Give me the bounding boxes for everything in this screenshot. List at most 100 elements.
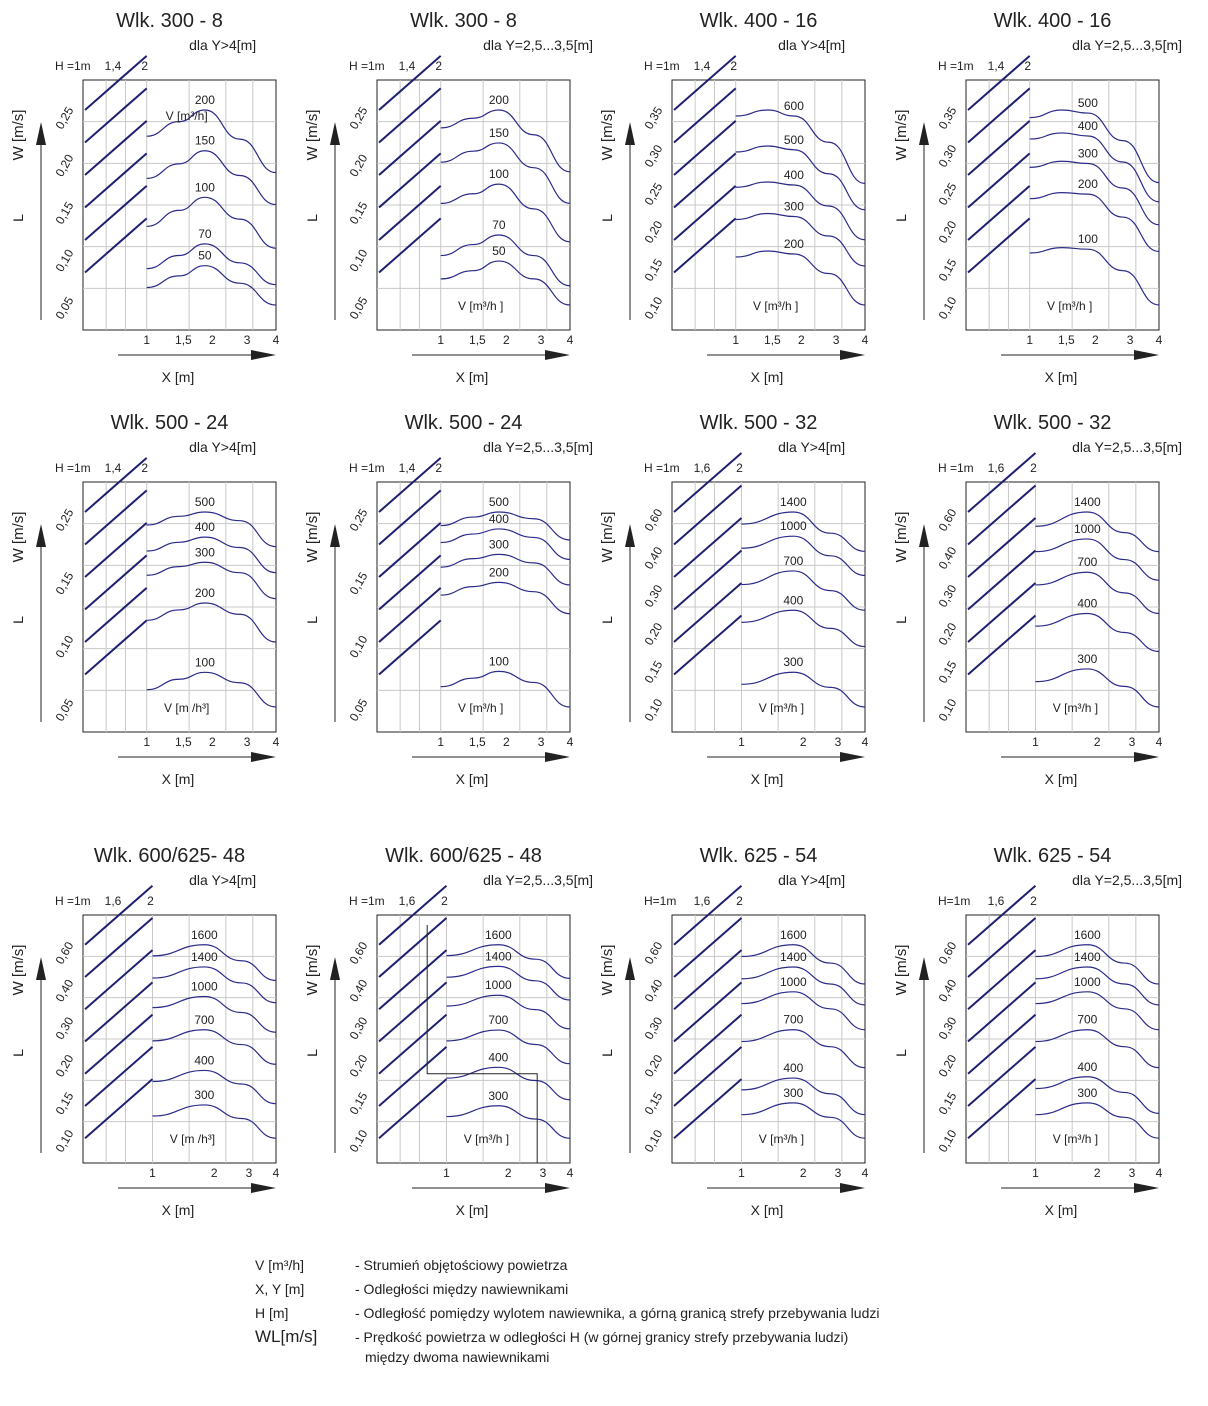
series-label: 1600 — [191, 928, 218, 942]
l-axis-label: L — [599, 1049, 615, 1057]
series-line — [446, 1105, 571, 1139]
series-line — [1035, 538, 1160, 581]
hatch-line — [673, 614, 743, 676]
h-tick-label: 1,6 — [988, 894, 1005, 908]
series-label: 300 — [488, 1089, 508, 1103]
series-line — [741, 570, 866, 611]
hatch-line — [673, 152, 737, 209]
series-line — [152, 1029, 277, 1065]
w-tick-label: 0,20 — [642, 620, 666, 648]
chart-title: Wlk. 500 - 24 — [111, 412, 229, 434]
h-tick-label: 2 — [435, 461, 442, 475]
x-tick-label: 2 — [1094, 735, 1101, 749]
x-tick-label: 1 — [738, 735, 745, 749]
w-tick-label: 0,05 — [347, 696, 371, 724]
series-label: 1600 — [780, 928, 807, 942]
w-axis-label: W [m/s] — [10, 945, 27, 996]
hatch-line — [378, 489, 442, 546]
series-line — [152, 944, 277, 982]
series-label: 1600 — [1074, 928, 1101, 942]
w-tick-label: 0,40 — [347, 977, 371, 1005]
arrow-head — [625, 524, 635, 547]
arrow-head — [330, 957, 340, 980]
hatch-line — [378, 1078, 448, 1139]
series-label: 50 — [198, 249, 212, 263]
series-line — [146, 243, 277, 286]
example-line — [426, 925, 538, 1163]
x-tick-label: 2 — [209, 333, 216, 347]
x-tick-label: 2 — [800, 1166, 807, 1180]
series-label: 200 — [489, 565, 509, 579]
h-tick-label: 2 — [1030, 461, 1037, 475]
chart-subtitle: dla Y>4[m] — [778, 439, 845, 455]
arrow-head — [251, 1183, 276, 1193]
hatch-line — [967, 120, 1031, 176]
x-tick-label: 1,5 — [175, 333, 192, 347]
h-tick-label: H =1m — [349, 59, 385, 73]
l-axis-label: L — [304, 1049, 320, 1057]
w-tick-label: 0,10 — [642, 1127, 666, 1155]
hatch-line — [967, 614, 1037, 676]
series-label: 700 — [783, 1013, 803, 1027]
chart-panel: Wlk. 600/625- 48 dla Y>4[m] H =1m 1,6 2 1600 1… — [10, 845, 280, 1218]
series-line — [146, 196, 277, 249]
series-label: 100 — [489, 167, 509, 181]
series-line — [446, 965, 571, 1001]
series-line — [741, 535, 866, 577]
w-axis-label: W [m/s] — [893, 110, 910, 161]
h-tick-label: 1,6 — [694, 894, 711, 908]
legend-description: - Prędkość powietrza w odległości H (w g… — [355, 1329, 849, 1345]
series-line — [440, 234, 571, 287]
w-tick-label: 0,25 — [347, 104, 371, 132]
series-label: 400 — [783, 1061, 803, 1075]
h-tick-label: H =1m — [938, 59, 974, 73]
chart-subtitle: dla Y>4[m] — [778, 872, 845, 888]
hatch-line — [673, 87, 737, 144]
arrow-head — [330, 524, 340, 547]
w-tick-label: 0,30 — [642, 1014, 666, 1042]
h-tick-label: 1,6 — [105, 894, 122, 908]
x-tick-label: 3 — [1127, 333, 1134, 347]
h-tick-label: H =1m — [55, 59, 91, 73]
chart-subtitle: dla Y=2,5...3,5[m] — [1072, 872, 1182, 888]
series-line — [735, 109, 866, 185]
chart-subtitle: dla Y=2,5...3,5[m] — [1072, 37, 1182, 53]
unit-label: V [m³/h ] — [1053, 701, 1098, 715]
chart-panel: Wlk. 300 - 8 dla Y=2,5...3,5[m] H =1m 1,4 2 2… — [304, 10, 593, 385]
chart-title: Wlk. 625 - 54 — [994, 845, 1112, 867]
unit-label: V [m³/h ] — [458, 701, 503, 715]
w-tick-label: 0,15 — [347, 1090, 371, 1118]
series-line — [1035, 991, 1160, 1031]
series-label: 500 — [489, 495, 509, 509]
l-axis-label: L — [893, 1049, 909, 1057]
unit-label: V [m³/h ] — [1047, 299, 1092, 313]
w-axis-label: W [m/s] — [304, 945, 321, 996]
x-tick-label: 2 — [503, 735, 510, 749]
x-tick-label: 2 — [505, 1166, 512, 1180]
series-line — [1029, 247, 1160, 306]
series-line — [1035, 612, 1160, 653]
series-line — [1035, 1076, 1160, 1114]
x-tick-label: 3 — [244, 735, 251, 749]
w-tick-label: 0,20 — [347, 152, 371, 180]
series-label: 1000 — [485, 978, 512, 992]
series-line — [440, 260, 571, 306]
series-label: 1400 — [1074, 950, 1101, 964]
h-tick-label: H =1m — [349, 461, 385, 475]
hatch-line — [967, 1046, 1037, 1107]
series-label: 400 — [1077, 596, 1097, 610]
series-label: 150 — [195, 134, 215, 148]
x-tick-label: 4 — [862, 735, 869, 749]
hatch-line — [967, 582, 1037, 643]
chart-subtitle: dla Y=2,5...3,5[m] — [1072, 439, 1182, 455]
series-label: 1000 — [1074, 975, 1101, 989]
series-label: 1000 — [780, 975, 807, 989]
hatch-line — [378, 522, 442, 578]
w-axis-label: W [m/s] — [10, 512, 27, 563]
w-tick-label: 0,30 — [936, 142, 960, 170]
x-tick-label: 1,5 — [469, 333, 486, 347]
x-tick-label: 4 — [1156, 333, 1163, 347]
w-tick-label: 0,30 — [936, 582, 960, 610]
series-label: 100 — [195, 655, 215, 669]
hatch-line — [967, 1078, 1037, 1139]
